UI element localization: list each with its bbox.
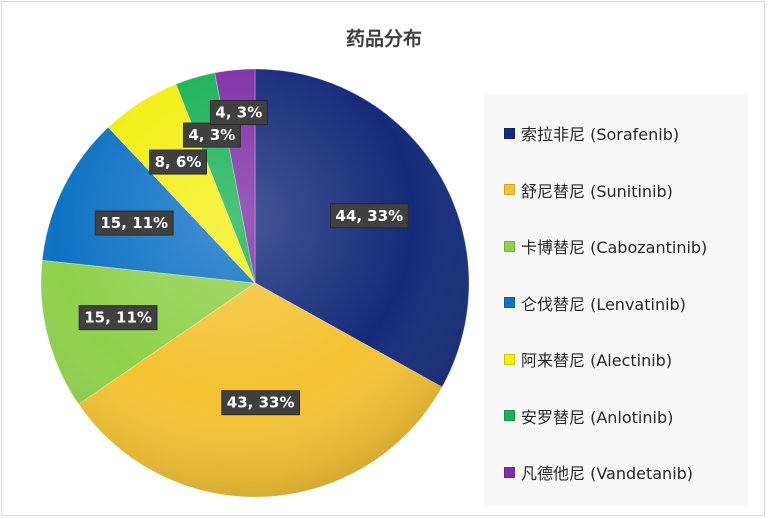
legend-label: 阿来替尼 (Alectinib)	[521, 351, 673, 370]
slice-data-label-text: 4, 3%	[188, 126, 235, 144]
legend-item: 凡德他尼 (Vandetanib)	[504, 460, 693, 484]
legend-swatch	[504, 466, 515, 478]
legend-swatch	[504, 184, 515, 195]
slice-data-label-box	[149, 149, 207, 175]
slice-data-label-text: 44, 33%	[336, 207, 404, 225]
legend-swatch	[504, 240, 515, 252]
legend-swatch	[504, 297, 515, 308]
legend: 索拉非尼 (Sorafenib) 舒尼替尼 (Sunitinib) 卡博替尼 (Ca…	[484, 95, 748, 505]
slice-data-label: 4, 3%	[182, 122, 241, 148]
slice-data-label-box	[209, 100, 268, 126]
slice-data-label: 15, 11%	[78, 305, 158, 331]
legend-label: 舒尼替尼 (Sunitinib)	[521, 181, 673, 201]
slice-data-label-box	[330, 203, 409, 229]
legend-swatch	[504, 127, 515, 139]
slice-data-label-text: 8, 6%	[155, 153, 202, 171]
legend-label: 安罗替尼 (Anlotinib)	[521, 407, 674, 427]
slice-data-label-box	[182, 122, 241, 148]
chart-title: 药品分布	[345, 28, 422, 50]
slice-data-label: 43, 33%	[221, 390, 301, 416]
legend-item: 索拉非尼 (Sorafenib)	[504, 121, 679, 145]
legend-label: 索拉非尼 (Sorafenib)	[521, 125, 680, 144]
legend-label: 仑伐替尼 (Lenvatinib)	[521, 294, 686, 314]
slice-data-label-text: 43, 33%	[227, 394, 295, 412]
legend-swatch	[504, 353, 515, 365]
slice-data-label: 8, 6%	[149, 149, 207, 175]
slice-data-label-text: 15, 11%	[84, 309, 152, 327]
slice-data-label-text: 15, 11%	[100, 214, 168, 232]
legend-item: 卡博替尼 (Cabozantinib)	[504, 234, 707, 258]
legend-label: 凡德他尼 (Vandetanib)	[521, 464, 694, 483]
legend-label: 卡博替尼 (Cabozantinib)	[521, 238, 708, 257]
slice-data-label: 4, 3%	[209, 100, 268, 126]
slice-data-label: 15, 11%	[94, 210, 174, 236]
legend-item: 仑伐替尼 (Lenvatinib)	[504, 291, 686, 315]
slice-data-label-text: 4, 3%	[215, 104, 262, 122]
slice-data-label-box	[94, 210, 174, 236]
slice-data-label: 44, 33%	[330, 203, 409, 229]
legend-item: 舒尼替尼 (Sunitinib)	[504, 178, 673, 202]
slice-data-label-box	[221, 390, 301, 416]
slice-data-label-box	[78, 305, 158, 331]
legend-swatch	[504, 410, 515, 421]
legend-item: 安罗替尼 (Anlotinib)	[504, 404, 673, 428]
legend-item: 阿来替尼 (Alectinib)	[504, 347, 672, 371]
